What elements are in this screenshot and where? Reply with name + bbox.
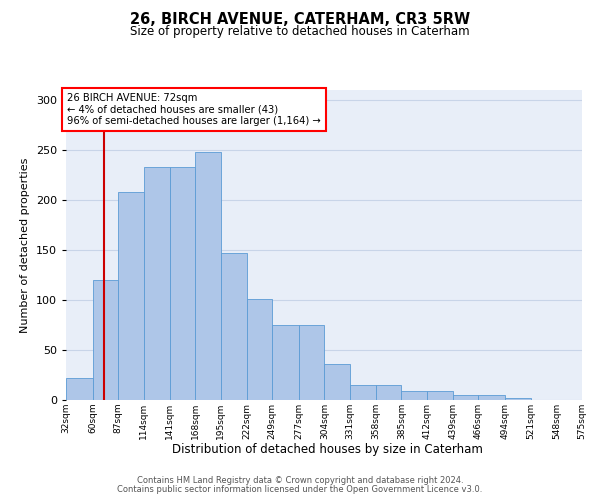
Text: Size of property relative to detached houses in Caterham: Size of property relative to detached ho… xyxy=(130,25,470,38)
Bar xyxy=(453,395,478,400)
Bar xyxy=(325,364,350,400)
Bar xyxy=(299,325,325,400)
Y-axis label: Number of detached properties: Number of detached properties xyxy=(20,158,30,332)
Bar xyxy=(582,398,600,400)
Bar xyxy=(376,385,401,400)
Bar xyxy=(221,253,247,400)
Bar xyxy=(401,391,427,400)
Text: 26 BIRCH AVENUE: 72sqm
← 4% of detached houses are smaller (43)
96% of semi-deta: 26 BIRCH AVENUE: 72sqm ← 4% of detached … xyxy=(67,93,321,126)
Bar xyxy=(195,152,221,400)
Text: Contains public sector information licensed under the Open Government Licence v3: Contains public sector information licen… xyxy=(118,485,482,494)
Bar xyxy=(350,385,376,400)
Text: Contains HM Land Registry data © Crown copyright and database right 2024.: Contains HM Land Registry data © Crown c… xyxy=(137,476,463,485)
Text: 26, BIRCH AVENUE, CATERHAM, CR3 5RW: 26, BIRCH AVENUE, CATERHAM, CR3 5RW xyxy=(130,12,470,28)
Bar xyxy=(478,395,505,400)
Bar xyxy=(118,192,144,400)
Bar xyxy=(247,299,272,400)
Bar xyxy=(170,167,195,400)
Bar xyxy=(272,325,299,400)
Text: Distribution of detached houses by size in Caterham: Distribution of detached houses by size … xyxy=(172,442,482,456)
Bar xyxy=(505,398,530,400)
Bar xyxy=(92,280,118,400)
Bar xyxy=(66,378,92,400)
Bar xyxy=(427,391,453,400)
Bar xyxy=(144,167,170,400)
